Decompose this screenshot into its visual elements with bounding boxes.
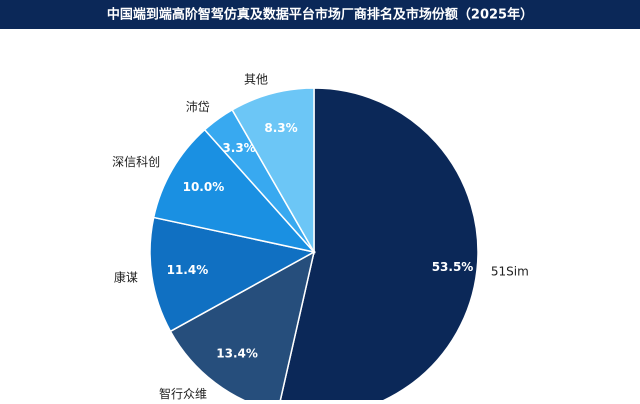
category-label: 51Sim — [491, 264, 529, 278]
value-label: 10.0% — [183, 180, 225, 194]
value-label: 8.3% — [264, 121, 297, 135]
value-label: 3.3% — [222, 141, 255, 155]
pie-slice — [152, 128, 317, 254]
category-label: 智行众维 — [159, 386, 207, 400]
pie-slice — [169, 250, 316, 404]
chart-title: 中国端到端高阶智驾仿真及数据平台市场厂商排名及市场份额（2025年） — [107, 7, 533, 23]
pie-slice — [278, 87, 479, 404]
title-banner — [0, 0, 640, 29]
value-label: 13.4% — [216, 347, 258, 361]
category-label: 康谋 — [114, 269, 138, 284]
pie-slice — [149, 216, 317, 333]
value-label: 53.5% — [432, 260, 474, 274]
pie-slice — [231, 87, 315, 255]
category-label: 沛岱 — [186, 100, 210, 114]
category-label: 其他 — [244, 73, 268, 87]
category-label: 深信科创 — [112, 155, 160, 169]
value-label: 11.4% — [167, 263, 209, 277]
